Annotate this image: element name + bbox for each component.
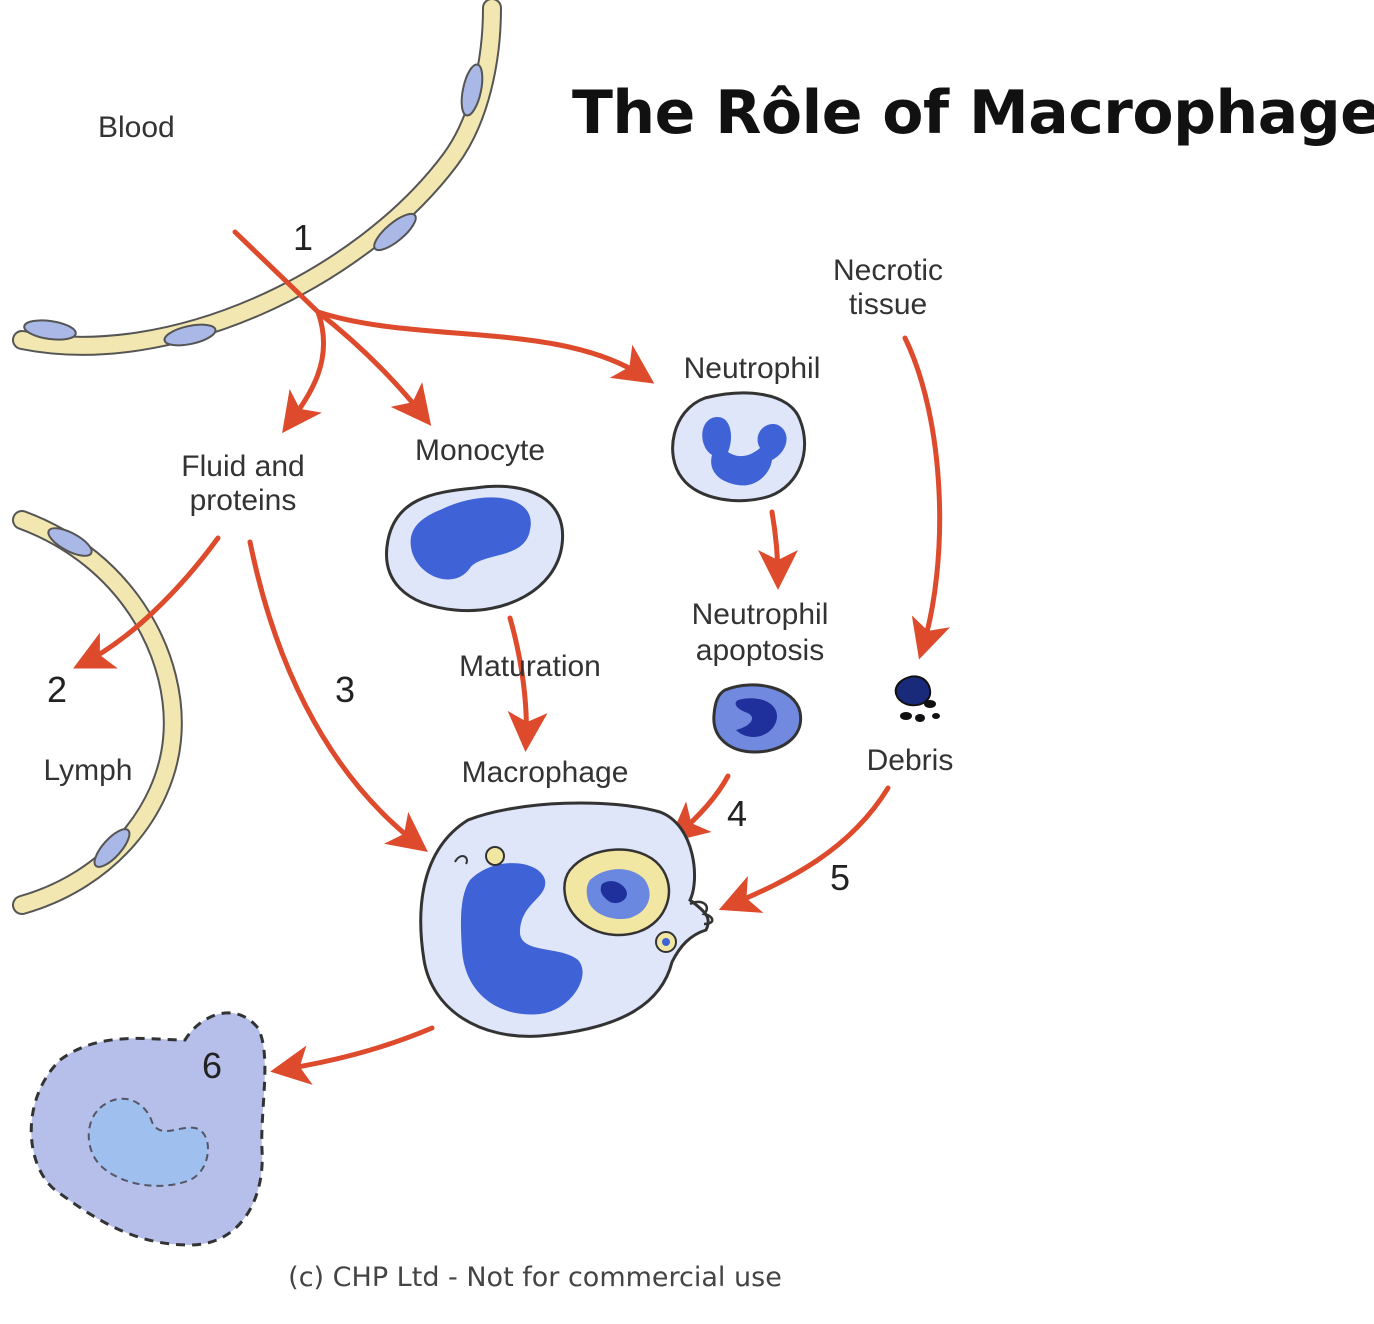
arrow-debris-to-macrophage (718, 785, 891, 913)
endothelial-nucleus (460, 63, 484, 117)
endothelial-nucleus (163, 323, 217, 347)
label-necrotic-line1: Necrotic (833, 254, 943, 287)
apoptotic-neutrophil-cell (712, 683, 803, 754)
label-apoptosis-line2: apoptosis (696, 634, 824, 667)
monocyte-nucleus (410, 497, 531, 580)
arrow-to-neutrophil (315, 309, 655, 384)
label-blood: Blood (98, 111, 175, 144)
arrow-necrotic-to-debris (902, 335, 950, 660)
macrophage-nucleus (460, 863, 583, 1015)
step-3: 3 (335, 669, 355, 710)
endothelial-nucleus (93, 828, 131, 868)
blood-vessel (12, 0, 502, 356)
label-fluid-line2: proteins (190, 484, 297, 517)
monocyte-cell (385, 484, 565, 613)
lymph-vessel (12, 510, 183, 915)
label-macrophage: Macrophage (462, 756, 629, 789)
arrow-to-monocyte (315, 309, 432, 426)
arrow-to-lymph (73, 535, 221, 669)
arrow-to-dead-macrophage (270, 1025, 435, 1086)
macrophage-cell (419, 801, 714, 1038)
endothelial-nucleus (373, 212, 417, 252)
arrows (73, 229, 950, 1086)
step-1: 1 (293, 217, 313, 258)
copyright-footer: (c) CHP Ltd - Not for commercial use (288, 1262, 782, 1293)
endothelial-nucleus (23, 319, 77, 341)
step-6: 6 (202, 1045, 222, 1086)
endothelial-nucleus (47, 527, 93, 557)
step-5: 5 (830, 857, 850, 898)
vesicle (485, 846, 505, 866)
arrow-to-fluid (282, 309, 327, 434)
apoptotic-nucleus (735, 698, 778, 737)
step-4: 4 (727, 793, 747, 834)
arrow-apoptotic-to-macrophage (668, 773, 731, 843)
debris (894, 675, 940, 722)
page-title: The Rôle of Macrophages (572, 78, 1374, 148)
neutrophil-nucleus (702, 417, 787, 486)
arrow-to-apoptosis (757, 509, 798, 590)
label-debris: Debris (867, 744, 954, 777)
label-fluid-line1: Fluid and (181, 450, 304, 483)
label-lymph: Lymph (44, 754, 133, 787)
dead-macrophage-nucleus (87, 1097, 209, 1187)
arrow-maturation (507, 615, 548, 752)
label-apoptosis-line1: Neutrophil (692, 598, 829, 631)
label-monocyte: Monocyte (415, 434, 545, 467)
label-necrotic-line2: tissue (849, 288, 927, 321)
label-maturation: Maturation (459, 650, 601, 683)
step-2: 2 (47, 669, 67, 710)
neutrophil-cell (671, 391, 807, 503)
apoptotic-macrophage (29, 1011, 267, 1247)
arrow-fluid-to-macrophage (247, 539, 428, 853)
label-neutrophil: Neutrophil (684, 352, 821, 385)
